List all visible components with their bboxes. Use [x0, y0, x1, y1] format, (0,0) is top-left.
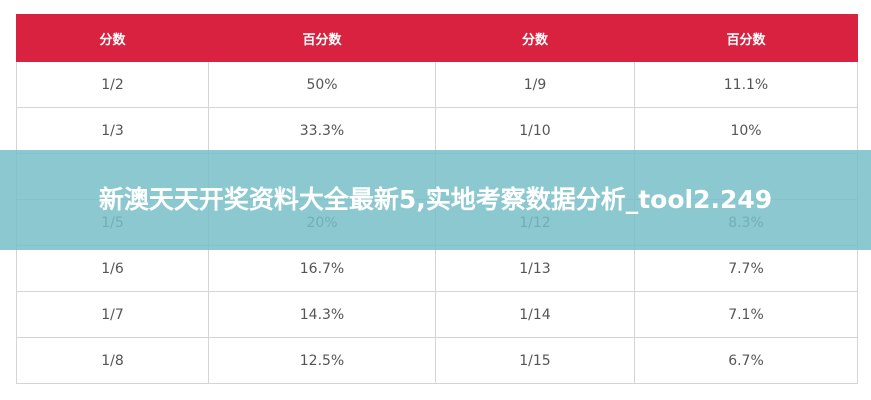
header-cell: 分数 — [16, 14, 209, 62]
cell: 1/15 — [435, 337, 635, 384]
cell: 16.7% — [208, 245, 436, 292]
cell: 10% — [634, 107, 858, 154]
cell: 11.1% — [634, 61, 858, 108]
cell: 12.5% — [208, 337, 436, 384]
header-cell: 百分数 — [208, 14, 436, 62]
cell: 1/10 — [435, 107, 635, 154]
header-cell: 百分数 — [634, 14, 858, 62]
cell: 1/7 — [16, 291, 209, 338]
cell: 6.7% — [634, 337, 858, 384]
cell: 1/2 — [16, 61, 209, 108]
cell: 1/14 — [435, 291, 635, 338]
table-row: 1/6 16.7% 1/13 7.7% — [16, 245, 858, 292]
table-row: 1/8 12.5% 1/15 6.7% — [16, 337, 858, 384]
cell: 1/13 — [435, 245, 635, 292]
banner: 新澳天天开奖资料大全最新5,实地考察数据分析_tool2.249 — [0, 150, 871, 250]
cell: 14.3% — [208, 291, 436, 338]
cell: 1/6 — [16, 245, 209, 292]
cell: 1/8 — [16, 337, 209, 384]
table-row: 1/7 14.3% 1/14 7.1% — [16, 291, 858, 338]
table-row: 1/2 50% 1/9 11.1% — [16, 61, 858, 108]
table-row: 1/3 33.3% 1/10 10% — [16, 107, 858, 154]
header-cell: 分数 — [435, 14, 635, 62]
cell: 1/3 — [16, 107, 209, 154]
cell: 50% — [208, 61, 436, 108]
cell: 33.3% — [208, 107, 436, 154]
header-row: 分数 百分数 分数 百分数 — [16, 14, 858, 62]
cell: 7.7% — [634, 245, 858, 292]
cell: 1/9 — [435, 61, 635, 108]
cell: 7.1% — [634, 291, 858, 338]
